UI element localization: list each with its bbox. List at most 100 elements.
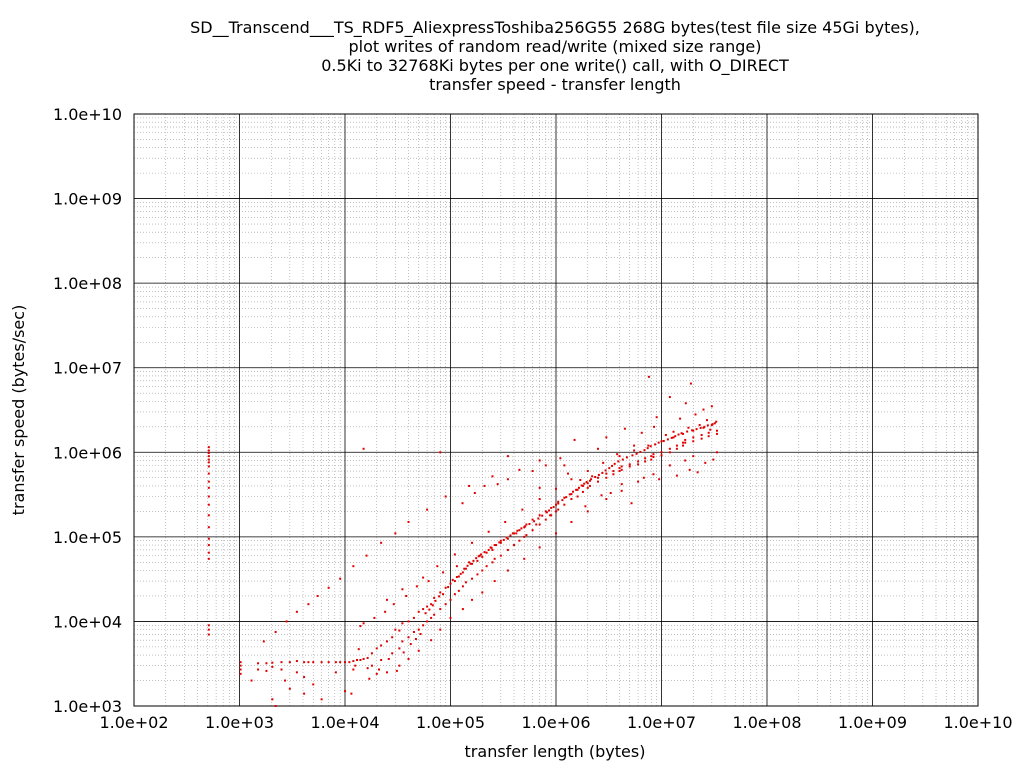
data-point	[621, 469, 623, 471]
data-point	[275, 705, 277, 707]
data-point	[208, 452, 210, 454]
data-point	[371, 652, 373, 654]
data-point	[643, 477, 645, 479]
data-point	[679, 418, 681, 420]
data-point	[692, 430, 694, 432]
data-point	[702, 409, 704, 411]
data-point	[575, 489, 577, 491]
data-point	[208, 624, 210, 626]
data-point	[601, 494, 603, 496]
data-point	[515, 532, 517, 534]
data-point	[386, 640, 388, 642]
data-point	[208, 473, 210, 475]
data-point	[307, 603, 309, 605]
data-point	[516, 530, 518, 532]
data-point	[471, 578, 473, 580]
data-point	[637, 463, 639, 465]
data-point	[682, 433, 684, 435]
data-point	[667, 438, 669, 440]
data-point	[465, 581, 467, 583]
data-point	[416, 585, 418, 587]
data-point	[208, 544, 210, 546]
data-point	[694, 413, 696, 415]
data-point	[572, 491, 574, 493]
data-point	[644, 457, 646, 459]
data-point	[208, 526, 210, 528]
data-point	[442, 571, 444, 573]
data-point	[434, 600, 436, 602]
data-point	[432, 604, 434, 606]
data-point	[284, 680, 286, 682]
data-point	[507, 570, 509, 572]
data-point	[408, 636, 410, 638]
data-point	[497, 483, 499, 485]
data-point	[601, 472, 603, 474]
data-point	[296, 660, 298, 662]
data-point	[418, 629, 420, 631]
data-point	[208, 449, 210, 451]
data-point	[518, 529, 520, 531]
data-point	[454, 553, 456, 555]
data-point	[697, 471, 699, 473]
data-point	[410, 643, 412, 645]
data-point	[684, 459, 686, 461]
data-point	[692, 436, 694, 438]
data-point	[481, 556, 483, 558]
data-point	[518, 540, 520, 542]
y-tick-label: 1.0e+06	[53, 443, 122, 462]
data-point	[591, 475, 593, 477]
data-point	[633, 445, 635, 447]
data-point	[366, 555, 368, 557]
data-point	[637, 460, 639, 462]
data-point	[671, 437, 673, 439]
data-point	[388, 658, 390, 660]
data-point	[539, 498, 541, 500]
data-point	[208, 538, 210, 540]
data-point	[597, 477, 599, 479]
data-point	[394, 532, 396, 534]
data-point	[384, 611, 386, 613]
data-point	[565, 496, 567, 498]
data-point	[208, 461, 210, 463]
data-point	[682, 442, 684, 444]
data-point	[537, 517, 539, 519]
data-point	[521, 509, 523, 511]
data-point	[581, 484, 583, 486]
data-point	[368, 678, 370, 680]
data-point	[289, 688, 291, 690]
data-point	[621, 465, 623, 467]
data-point	[619, 455, 621, 457]
data-point	[563, 504, 565, 506]
data-point	[523, 536, 525, 538]
data-point	[420, 633, 422, 635]
data-point	[396, 670, 398, 672]
data-point	[685, 402, 687, 404]
data-point	[391, 652, 393, 654]
y-tick-label: 1.0e+04	[53, 612, 122, 631]
data-point	[563, 497, 565, 499]
x-tick-label: 1.0e+06	[521, 713, 590, 732]
data-point	[523, 558, 525, 560]
data-point	[426, 509, 428, 511]
data-point	[631, 454, 633, 456]
data-point	[472, 560, 474, 562]
data-point	[471, 542, 473, 544]
data-point	[597, 448, 599, 450]
y-tick-label: 1.0e+05	[53, 528, 122, 547]
data-point	[582, 491, 584, 493]
data-point	[559, 457, 561, 459]
data-point	[621, 483, 623, 485]
data-point	[208, 455, 210, 457]
data-point	[563, 464, 565, 466]
data-point	[716, 430, 718, 432]
data-point	[486, 565, 488, 567]
data-point	[263, 640, 265, 642]
data-point	[481, 591, 483, 593]
data-point	[652, 456, 654, 458]
data-point	[614, 463, 616, 465]
data-point	[408, 658, 410, 660]
data-point	[321, 698, 323, 700]
data-point	[422, 577, 424, 579]
data-point	[605, 469, 607, 471]
data-point	[393, 603, 395, 605]
